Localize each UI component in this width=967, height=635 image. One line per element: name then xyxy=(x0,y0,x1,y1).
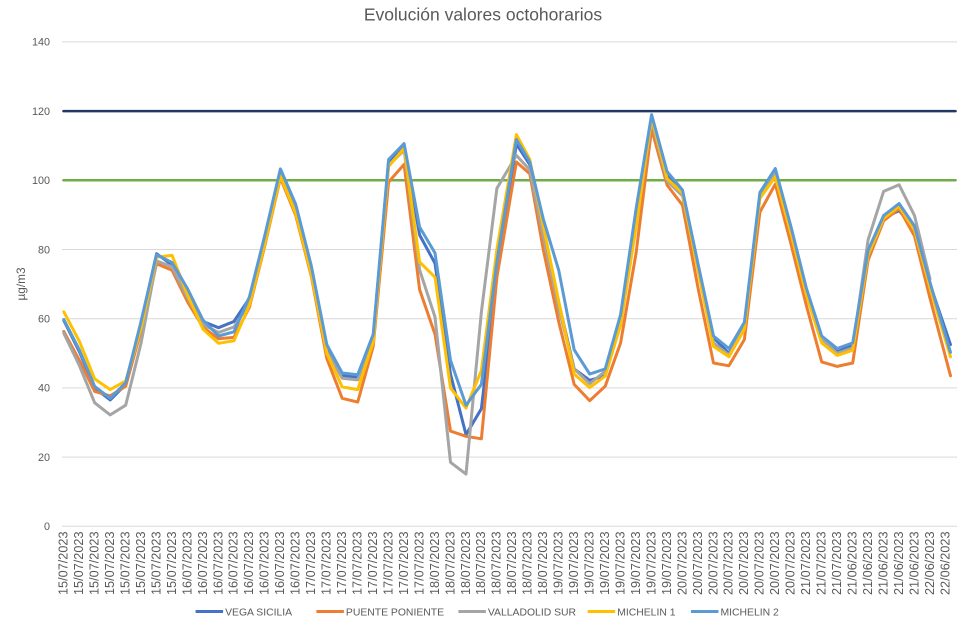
svg-text:16/07/2023: 16/07/2023 xyxy=(196,532,210,596)
svg-text:80: 80 xyxy=(38,244,50,256)
svg-text:20/07/2023: 20/07/2023 xyxy=(722,532,736,596)
svg-text:22/06/2023: 22/06/2023 xyxy=(923,532,937,596)
svg-text:17/07/2023: 17/07/2023 xyxy=(397,532,411,596)
svg-text:16/07/2023: 16/07/2023 xyxy=(289,532,303,596)
svg-text:60: 60 xyxy=(38,314,50,326)
svg-text:21/06/2023: 21/06/2023 xyxy=(892,532,906,596)
svg-text:21/06/2023: 21/06/2023 xyxy=(861,532,875,596)
svg-text:15/07/2023: 15/07/2023 xyxy=(88,532,102,596)
svg-text:VALLADOLID SUR: VALLADOLID SUR xyxy=(488,607,577,618)
svg-text:20: 20 xyxy=(38,452,50,464)
svg-text:19/07/2023: 19/07/2023 xyxy=(583,532,597,596)
svg-text:VEGA SICILIA: VEGA SICILIA xyxy=(225,607,292,618)
svg-text:17/07/2023: 17/07/2023 xyxy=(351,532,365,596)
svg-text:18/07/2023: 18/07/2023 xyxy=(536,532,550,596)
svg-text:40: 40 xyxy=(38,383,50,395)
svg-text:19/07/2023: 19/07/2023 xyxy=(552,532,566,596)
svg-text:19/07/2023: 19/07/2023 xyxy=(567,532,581,596)
svg-text:20/07/2023: 20/07/2023 xyxy=(691,532,705,596)
svg-text:18/07/2023: 18/07/2023 xyxy=(443,532,457,596)
svg-text:20/07/2023: 20/07/2023 xyxy=(768,532,782,596)
svg-text:19/07/2023: 19/07/2023 xyxy=(629,532,643,596)
svg-text:21/07/2023: 21/07/2023 xyxy=(815,532,829,596)
svg-text:16/07/2023: 16/07/2023 xyxy=(227,532,241,596)
svg-text:15/07/2023: 15/07/2023 xyxy=(103,532,117,596)
svg-text:17/07/2023: 17/07/2023 xyxy=(412,532,426,596)
svg-text:µg/m3: µg/m3 xyxy=(14,267,28,300)
svg-text:19/07/2023: 19/07/2023 xyxy=(598,532,612,596)
svg-text:16/07/2023: 16/07/2023 xyxy=(273,532,287,596)
svg-text:MICHELIN 1: MICHELIN 1 xyxy=(617,607,676,618)
svg-text:20/07/2023: 20/07/2023 xyxy=(784,532,798,596)
svg-text:15/07/2023: 15/07/2023 xyxy=(57,532,71,596)
svg-text:21/06/2023: 21/06/2023 xyxy=(846,532,860,596)
svg-text:15/07/2023: 15/07/2023 xyxy=(165,532,179,596)
svg-text:15/07/2023: 15/07/2023 xyxy=(134,532,148,596)
svg-text:17/07/2023: 17/07/2023 xyxy=(381,532,395,596)
svg-text:19/07/2023: 19/07/2023 xyxy=(613,532,627,596)
svg-text:18/07/2023: 18/07/2023 xyxy=(521,532,535,596)
svg-text:16/07/2023: 16/07/2023 xyxy=(242,532,256,596)
svg-text:20/07/2023: 20/07/2023 xyxy=(737,532,751,596)
svg-text:MICHELIN 2: MICHELIN 2 xyxy=(721,607,780,618)
svg-text:18/07/2023: 18/07/2023 xyxy=(474,532,488,596)
svg-text:20/07/2023: 20/07/2023 xyxy=(706,532,720,596)
svg-text:21/07/2023: 21/07/2023 xyxy=(830,532,844,596)
svg-text:Evolución valores octohorarios: Evolución valores octohorarios xyxy=(364,5,603,25)
svg-text:21/06/2023: 21/06/2023 xyxy=(907,532,921,596)
svg-text:16/07/2023: 16/07/2023 xyxy=(211,532,225,596)
svg-text:PUENTE PONIENTE: PUENTE PONIENTE xyxy=(346,607,444,618)
svg-text:19/07/2023: 19/07/2023 xyxy=(644,532,658,596)
svg-text:22/06/2023: 22/06/2023 xyxy=(938,532,952,596)
svg-text:0: 0 xyxy=(44,521,50,533)
svg-text:17/07/2023: 17/07/2023 xyxy=(335,532,349,596)
svg-text:16/07/2023: 16/07/2023 xyxy=(258,532,272,596)
svg-text:18/07/2023: 18/07/2023 xyxy=(428,532,442,596)
svg-text:20/07/2023: 20/07/2023 xyxy=(675,532,689,596)
svg-text:19/07/2023: 19/07/2023 xyxy=(660,532,674,596)
svg-text:21/06/2023: 21/06/2023 xyxy=(876,532,890,596)
svg-text:16/07/2023: 16/07/2023 xyxy=(180,532,194,596)
svg-text:18/07/2023: 18/07/2023 xyxy=(505,532,519,596)
svg-text:140: 140 xyxy=(32,37,50,49)
svg-text:15/07/2023: 15/07/2023 xyxy=(119,532,133,596)
svg-text:17/07/2023: 17/07/2023 xyxy=(366,532,380,596)
svg-text:17/07/2023: 17/07/2023 xyxy=(304,532,318,596)
svg-text:18/07/2023: 18/07/2023 xyxy=(459,532,473,596)
svg-text:100: 100 xyxy=(32,175,50,187)
svg-text:120: 120 xyxy=(32,106,50,118)
svg-text:18/07/2023: 18/07/2023 xyxy=(490,532,504,596)
svg-text:20/07/2023: 20/07/2023 xyxy=(753,532,767,596)
svg-text:17/07/2023: 17/07/2023 xyxy=(320,532,334,596)
svg-text:15/07/2023: 15/07/2023 xyxy=(149,532,163,596)
svg-text:15/07/2023: 15/07/2023 xyxy=(72,532,86,596)
svg-text:21/07/2023: 21/07/2023 xyxy=(799,532,813,596)
